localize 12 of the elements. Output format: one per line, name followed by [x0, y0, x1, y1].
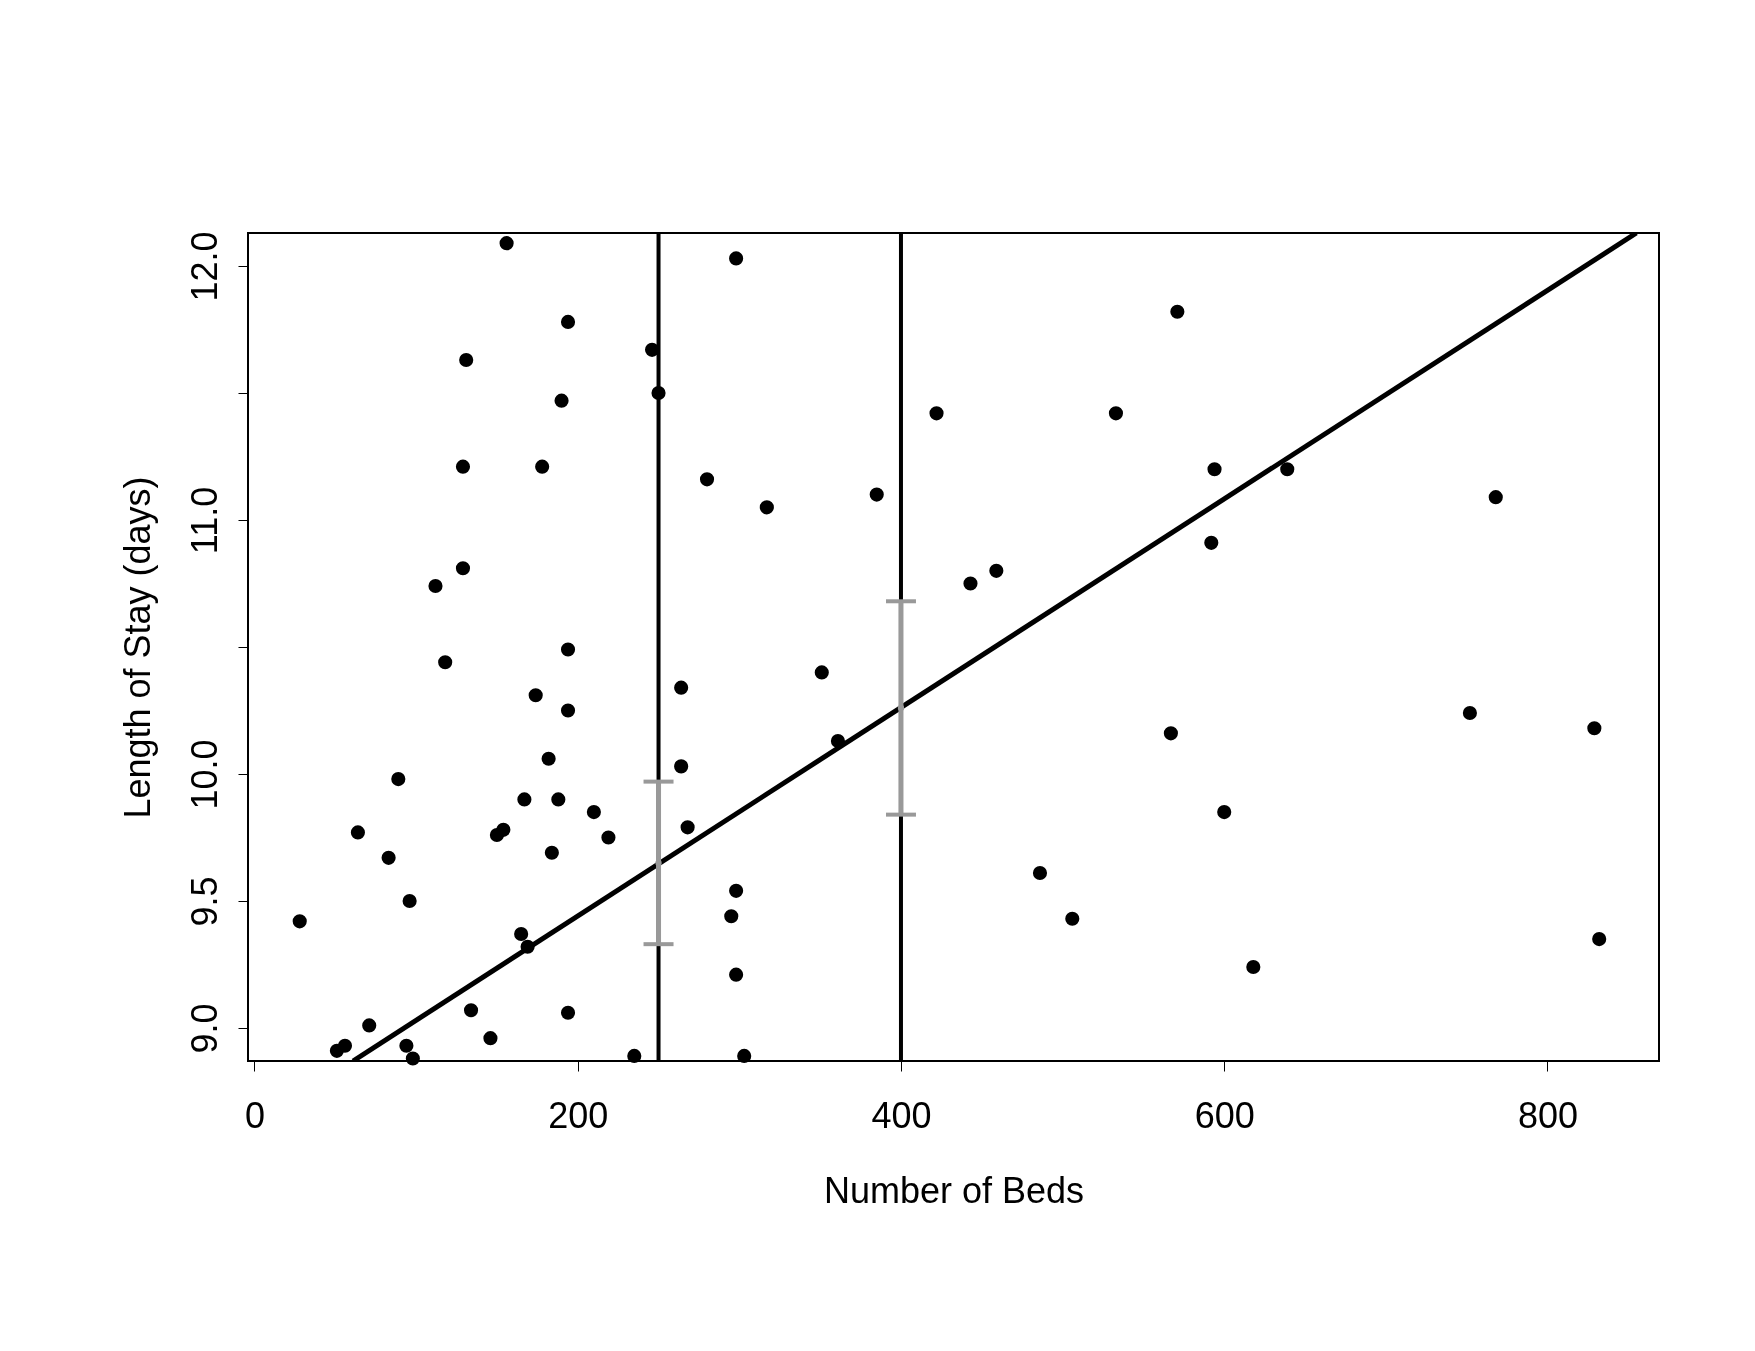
- x-tick-label: 800: [1517, 1094, 1579, 1136]
- y-tick-label: 9.5: [183, 876, 225, 927]
- x-axis-title: Number of Beds: [823, 1169, 1085, 1211]
- x-tick-label: 0: [244, 1094, 265, 1136]
- x-tick-label: 200: [548, 1094, 609, 1136]
- y-tick-label: 11.0: [183, 486, 225, 555]
- y-tick-label: 9.0: [183, 1003, 225, 1054]
- y-tick-label: 10.0: [183, 739, 225, 810]
- x-tick-label: 600: [1194, 1094, 1255, 1136]
- x-tick-label: 400: [871, 1094, 932, 1136]
- y-tick-label: 12.0: [183, 231, 225, 302]
- y-axis-title: Length of Stay (days): [116, 476, 158, 819]
